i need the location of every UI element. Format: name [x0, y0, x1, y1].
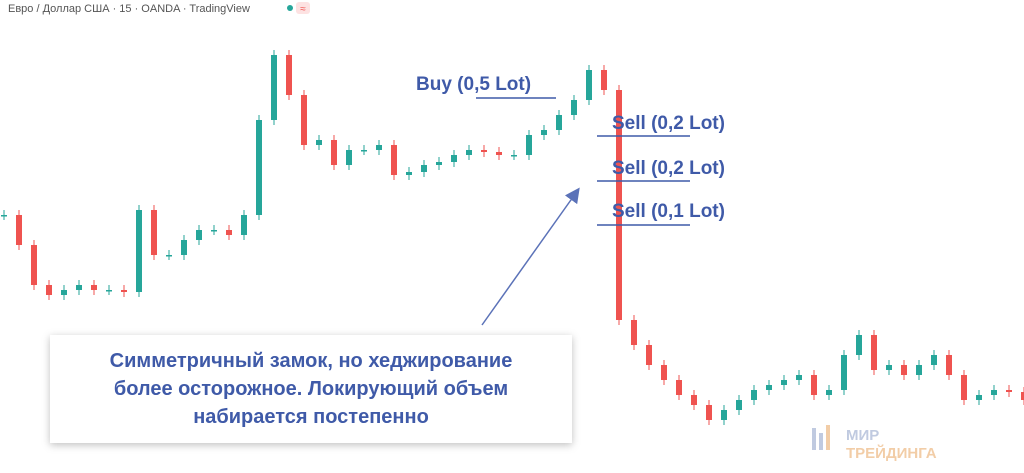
- candle-body: [766, 385, 772, 390]
- candle-body: [781, 380, 787, 385]
- candle-body: [526, 135, 532, 155]
- sell-label: Sell (0,2 Lot): [612, 113, 725, 134]
- candle-body: [616, 90, 622, 320]
- candle-body: [136, 210, 142, 292]
- logo-bar: [812, 428, 816, 450]
- candle-body: [736, 400, 742, 410]
- candle-body: [886, 365, 892, 370]
- candle-body: [346, 150, 352, 165]
- candle-body: [331, 140, 337, 165]
- candle-body: [646, 345, 652, 365]
- candle-body: [811, 375, 817, 395]
- candle-body: [361, 150, 367, 152]
- candle-body: [916, 365, 922, 375]
- candle-body: [211, 230, 217, 232]
- candle-body: [631, 320, 637, 345]
- candle-body: [226, 230, 232, 235]
- candle-body: [196, 230, 202, 240]
- candle-body: [511, 155, 517, 157]
- candle-body: [691, 395, 697, 405]
- candle-body: [931, 355, 937, 365]
- arrow: [481, 187, 580, 326]
- candle-body: [601, 70, 607, 90]
- candle-body: [676, 380, 682, 395]
- candle-body: [1021, 392, 1024, 400]
- candle-body: [106, 290, 112, 292]
- watermark-line: МИР: [846, 427, 879, 444]
- candle-body: [856, 335, 862, 355]
- candle-body: [751, 390, 757, 400]
- badge: ≈: [300, 4, 306, 15]
- candle-body: [466, 150, 472, 155]
- candle-body: [46, 285, 52, 295]
- candle-body: [556, 115, 562, 130]
- candle-body: [271, 55, 277, 120]
- candle-body: [61, 290, 67, 295]
- candle-body: [946, 355, 952, 375]
- candle-body: [376, 145, 382, 150]
- candle-body: [871, 335, 877, 370]
- callout-box: [50, 335, 572, 443]
- candle-body: [421, 165, 427, 172]
- candle-body: [481, 150, 487, 152]
- candle-body: [391, 145, 397, 175]
- candle-body: [586, 70, 592, 100]
- candle-body: [406, 172, 412, 175]
- candle-body: [31, 245, 37, 285]
- watermark-line: ТРЕЙДИНГА: [846, 444, 937, 462]
- candle-body: [301, 95, 307, 145]
- candle-body: [901, 365, 907, 375]
- candle-body: [16, 215, 22, 245]
- annotations: Buy (0,5 Lot) Sell (0,2 Lot) Sell (0,2 L…: [416, 74, 725, 326]
- candles: [1, 50, 1024, 425]
- watermark: МИР ТРЕЙДИНГА: [812, 425, 937, 462]
- candle-body: [961, 375, 967, 400]
- badge-bg: [296, 2, 310, 14]
- candle-body: [976, 395, 982, 400]
- candle-body: [1, 215, 7, 217]
- logo-bar: [826, 425, 830, 450]
- candle-body: [286, 55, 292, 95]
- buy-label: Buy (0,5 Lot): [416, 74, 531, 95]
- candle-body: [451, 155, 457, 162]
- candle-body: [76, 285, 82, 290]
- candle-body: [496, 152, 502, 155]
- callout-line: более осторожное. Локирующий объем: [114, 378, 508, 400]
- callout-line: Симметричный замок, но хеджирование: [110, 350, 513, 372]
- candle-body: [316, 140, 322, 145]
- callout: Симметричный замок, но хеджирование боле…: [50, 335, 572, 443]
- candle-body: [151, 210, 157, 255]
- candle-body: [166, 255, 172, 257]
- candle-body: [991, 390, 997, 395]
- status-dot: [287, 5, 293, 11]
- candle-body: [841, 355, 847, 390]
- callout-line: набирается постепенно: [193, 406, 429, 428]
- candle-body: [706, 405, 712, 420]
- candle-body: [661, 365, 667, 380]
- candle-body: [91, 285, 97, 290]
- candle-body: [181, 240, 187, 255]
- sell-label: Sell (0,2 Lot): [612, 158, 725, 179]
- candle-body: [1006, 390, 1012, 392]
- candle-body: [436, 162, 442, 165]
- candle-body: [571, 100, 577, 115]
- candle-body: [826, 390, 832, 395]
- candle-body: [241, 215, 247, 235]
- candle-body: [256, 120, 262, 215]
- logo-bar: [819, 433, 823, 450]
- symbol-title: Евро / Доллар США · 15 · OANDA · Trading…: [8, 3, 250, 15]
- candle-body: [121, 290, 127, 292]
- candle-body: [796, 375, 802, 380]
- candle-body: [541, 130, 547, 135]
- candle-body: [721, 410, 727, 420]
- sell-label: Sell (0,1 Lot): [612, 201, 725, 222]
